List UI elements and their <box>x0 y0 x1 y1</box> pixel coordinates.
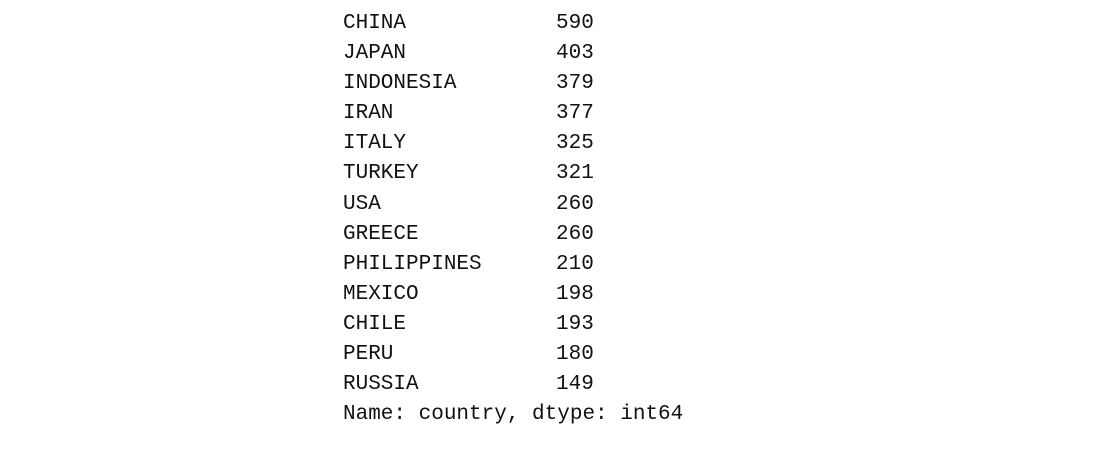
country-label: CHILE <box>343 312 407 336</box>
count-value: 210 <box>556 252 594 276</box>
series-row: JAPAN 403 <box>343 39 683 69</box>
series-output: CHINA 590 JAPAN 403 INDONESIA 379 IRAN 3… <box>343 9 683 430</box>
count-value: 379 <box>556 72 594 96</box>
series-row: CHILE 193 <box>343 310 683 340</box>
count-value: 325 <box>556 132 594 156</box>
country-label: PERU <box>343 343 394 367</box>
country-label: MEXICO <box>343 282 419 306</box>
country-label: CHINA <box>343 12 407 35</box>
series-row: PHILIPPINES 210 <box>343 250 683 280</box>
series-row: INDONESIA 379 <box>343 69 683 99</box>
count-value: 377 <box>556 102 594 126</box>
country-label: IRAN <box>343 102 394 126</box>
country-label: USA <box>343 192 381 216</box>
country-label: TURKEY <box>343 162 419 186</box>
count-value: 321 <box>556 162 594 186</box>
country-label: ITALY <box>343 132 407 156</box>
count-value: 260 <box>556 192 594 216</box>
count-value: 198 <box>556 282 594 306</box>
count-value: 260 <box>556 222 594 246</box>
series-row: ITALY 325 <box>343 129 683 159</box>
series-footer: Name: country, dtype: int64 <box>343 403 684 427</box>
count-value: 590 <box>556 12 594 35</box>
count-value: 403 <box>556 42 594 66</box>
country-label: GREECE <box>343 222 419 246</box>
count-value: 193 <box>556 312 594 336</box>
country-label: INDONESIA <box>343 72 457 96</box>
count-value: 149 <box>556 373 594 397</box>
count-value: 180 <box>556 343 594 367</box>
series-row: USA 260 <box>343 190 683 220</box>
series-row: CHINA 590 <box>343 9 683 39</box>
country-label: PHILIPPINES <box>343 252 482 276</box>
series-row: MEXICO 198 <box>343 280 683 310</box>
series-row: IRAN 377 <box>343 99 683 129</box>
country-label: RUSSIA <box>343 373 419 397</box>
series-row: GREECE 260 <box>343 220 683 250</box>
country-label: JAPAN <box>343 42 407 66</box>
series-row: RUSSIA 149 <box>343 370 683 400</box>
series-row: TURKEY 321 <box>343 159 683 189</box>
series-row: PERU 180 <box>343 340 683 370</box>
